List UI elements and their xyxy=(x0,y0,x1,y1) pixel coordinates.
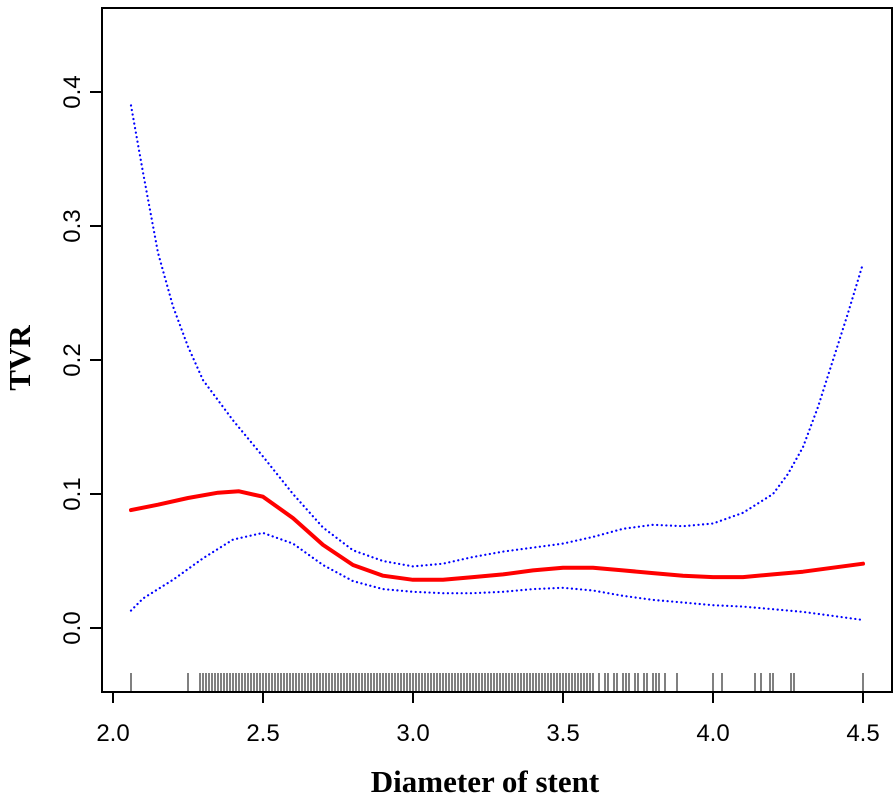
y-tick-label: 0.0 xyxy=(59,611,86,644)
y-tick-label: 0.3 xyxy=(59,209,86,242)
y-tick-label: 0.4 xyxy=(59,75,86,108)
y-axis: 0.0 0.1 0.2 0.3 0.4 xyxy=(59,75,103,645)
series-estimate-line xyxy=(129,489,865,582)
x-axis-title: Diameter of stent xyxy=(371,764,600,798)
series-upper-bound-line xyxy=(129,104,865,568)
y-axis-title: TVR xyxy=(2,325,37,391)
x-tick-label: 4.0 xyxy=(696,720,729,747)
y-tick-label: 0.2 xyxy=(59,343,86,376)
x-tick-label: 3.0 xyxy=(396,720,429,747)
series-group xyxy=(129,104,865,622)
x-tick-label: 2.5 xyxy=(246,720,279,747)
x-tick-label: 2.0 xyxy=(96,720,129,747)
series-lower-bound-line xyxy=(129,531,865,622)
x-tick-label: 3.5 xyxy=(546,720,579,747)
plot-frame xyxy=(101,7,893,693)
x-tick-label: 4.5 xyxy=(846,720,879,747)
x-axis: 2.0 2.5 3.0 3.5 4.0 4.5 xyxy=(96,691,880,747)
rug-plot xyxy=(130,673,864,692)
y-tick-label: 0.1 xyxy=(59,477,86,510)
